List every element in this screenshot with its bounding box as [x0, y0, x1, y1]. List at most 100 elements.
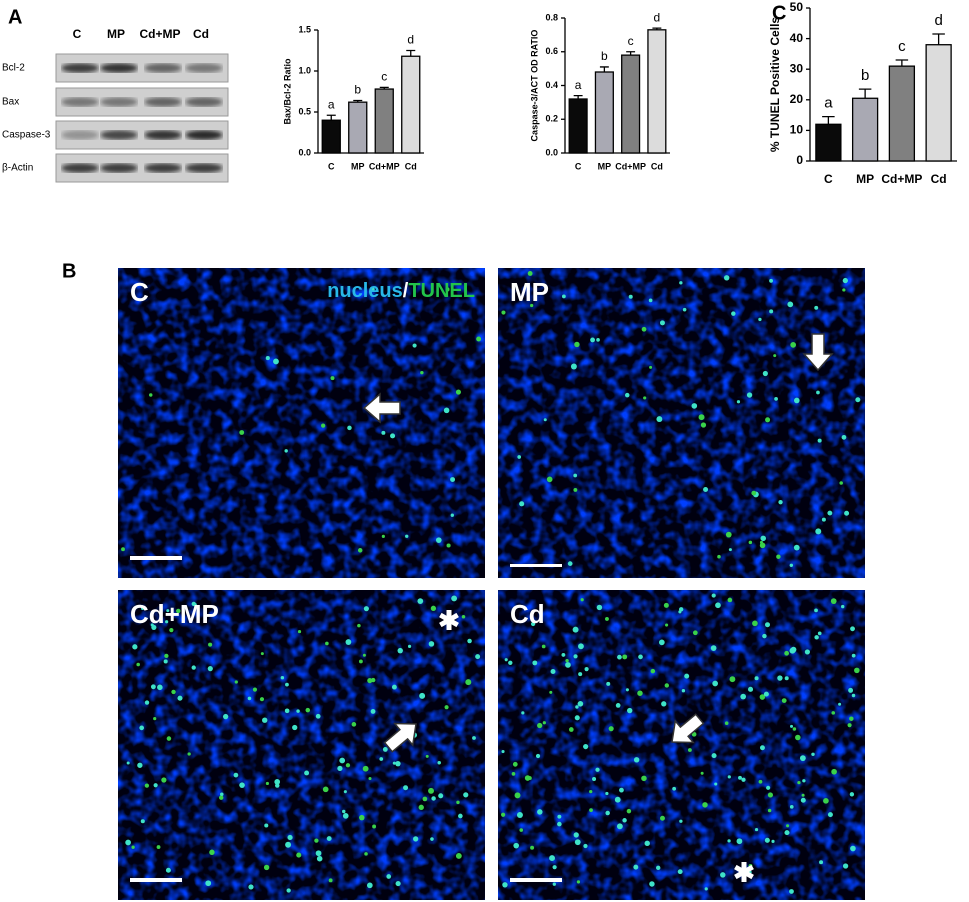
scale-bar [130, 556, 182, 560]
tunel-dot [751, 490, 757, 496]
tunel-dot [543, 418, 547, 422]
tunel-dot [430, 837, 434, 841]
tunel-dot [584, 667, 589, 672]
tunel-dot [682, 307, 687, 312]
tunel-dot [625, 688, 629, 692]
x-tick-label: MP [856, 172, 874, 186]
tunel-dot [325, 641, 329, 646]
tunel-dot [573, 473, 578, 478]
tunel-dot [715, 602, 721, 609]
tunel-dot [247, 696, 252, 701]
tunel-dot [549, 690, 553, 694]
tunel-dot [248, 884, 254, 890]
tunel-dot [851, 653, 856, 658]
tunel-dot [285, 682, 289, 687]
tunel-dot [419, 692, 426, 699]
tunel-dot [305, 707, 311, 713]
tunel-dot [126, 761, 130, 765]
tunel-dot [692, 630, 698, 636]
tunel-dot [362, 653, 366, 657]
tunel-dot [239, 430, 245, 435]
micrograph-label: Cd [510, 599, 545, 629]
tunel-dot [561, 294, 566, 299]
tunel-dot [259, 697, 265, 702]
tunel-dot [339, 757, 346, 764]
tunel-dot [131, 845, 135, 849]
micrograph-texture [498, 268, 865, 578]
tunel-dot [284, 708, 290, 714]
blot-band [100, 97, 138, 107]
tunel-dot [687, 748, 692, 752]
tunel-dot [736, 400, 741, 404]
tunel-dot [150, 623, 154, 627]
error-bar [626, 51, 636, 56]
tunel-dot [746, 392, 753, 398]
y-tick-label: 1.5 [298, 24, 311, 34]
tunel-dot [789, 889, 794, 894]
tunel-dot [379, 757, 384, 761]
tunel-dot [296, 852, 302, 858]
micrograph-legend: nucleus/TUNEL [327, 280, 475, 302]
significance-letter: c [898, 38, 906, 55]
tunel-dot [827, 510, 833, 516]
tunel-dot [467, 638, 472, 644]
tunel-dot [161, 777, 167, 783]
tunel-dot [575, 705, 579, 709]
tunel-dot [781, 698, 787, 704]
tunel-dot [776, 554, 781, 559]
tunel-dot [140, 606, 145, 610]
tunel-dot [392, 761, 396, 765]
tunel-dot [839, 481, 843, 485]
tunel-dot [758, 317, 762, 322]
tunel-dot [700, 422, 707, 428]
arrow [383, 722, 417, 753]
tunel-dot [381, 430, 386, 435]
tunel-dot [153, 783, 158, 788]
tunel-dot [717, 554, 721, 559]
blot-column-label: Cd+MP [139, 27, 180, 41]
tunel-dot [789, 804, 794, 809]
y-tick-label: 0.5 [298, 106, 311, 116]
tunel-dot [590, 337, 596, 343]
blot-column-label: MP [107, 27, 125, 41]
tunel-dot [561, 653, 566, 657]
tunel-dot [428, 641, 435, 647]
y-axis-label: % TUNEL Positive Cells [768, 17, 782, 152]
tunel-dot [137, 762, 143, 768]
tunel-dot [817, 631, 822, 636]
tunel-dot [437, 760, 441, 765]
tunel-dot [273, 358, 279, 365]
tunel-dot [814, 608, 818, 613]
y-tick-label: 40 [790, 31, 804, 45]
tunel-dot [315, 850, 322, 857]
tunel-dot [157, 684, 163, 691]
error-bar [599, 66, 609, 72]
y-tick-label: 10 [790, 123, 804, 137]
tunel-dot [659, 815, 665, 821]
tunel-dot [849, 716, 854, 721]
tunel-dot [287, 834, 293, 841]
error-bar [379, 86, 389, 90]
y-tick-label: 0.6 [545, 46, 558, 56]
tunel-dot [530, 621, 536, 627]
tunel-dot [711, 593, 716, 598]
tunel-dot [364, 852, 368, 856]
micrograph-label: C [130, 277, 149, 307]
tunel-dot [710, 645, 717, 651]
tunel-dot [326, 836, 332, 842]
tunel-dot [537, 722, 543, 729]
tunel-dot [557, 821, 562, 827]
significance-letter: c [628, 34, 634, 48]
tunel-dot [786, 824, 790, 828]
tunel-dot [704, 887, 708, 891]
tunel-dot [357, 623, 361, 628]
significance-letter: d [934, 12, 942, 29]
tunel-dot [741, 777, 746, 782]
tunel-dot [570, 363, 577, 370]
tunel-dot [125, 839, 131, 846]
error-bar [406, 49, 416, 57]
tunel-dot [605, 616, 609, 621]
significance-letter: a [575, 78, 582, 92]
micrographs: C MP Cd+MP Cd nucleus/TUNEL [118, 268, 865, 900]
tunel-dot [265, 781, 269, 786]
